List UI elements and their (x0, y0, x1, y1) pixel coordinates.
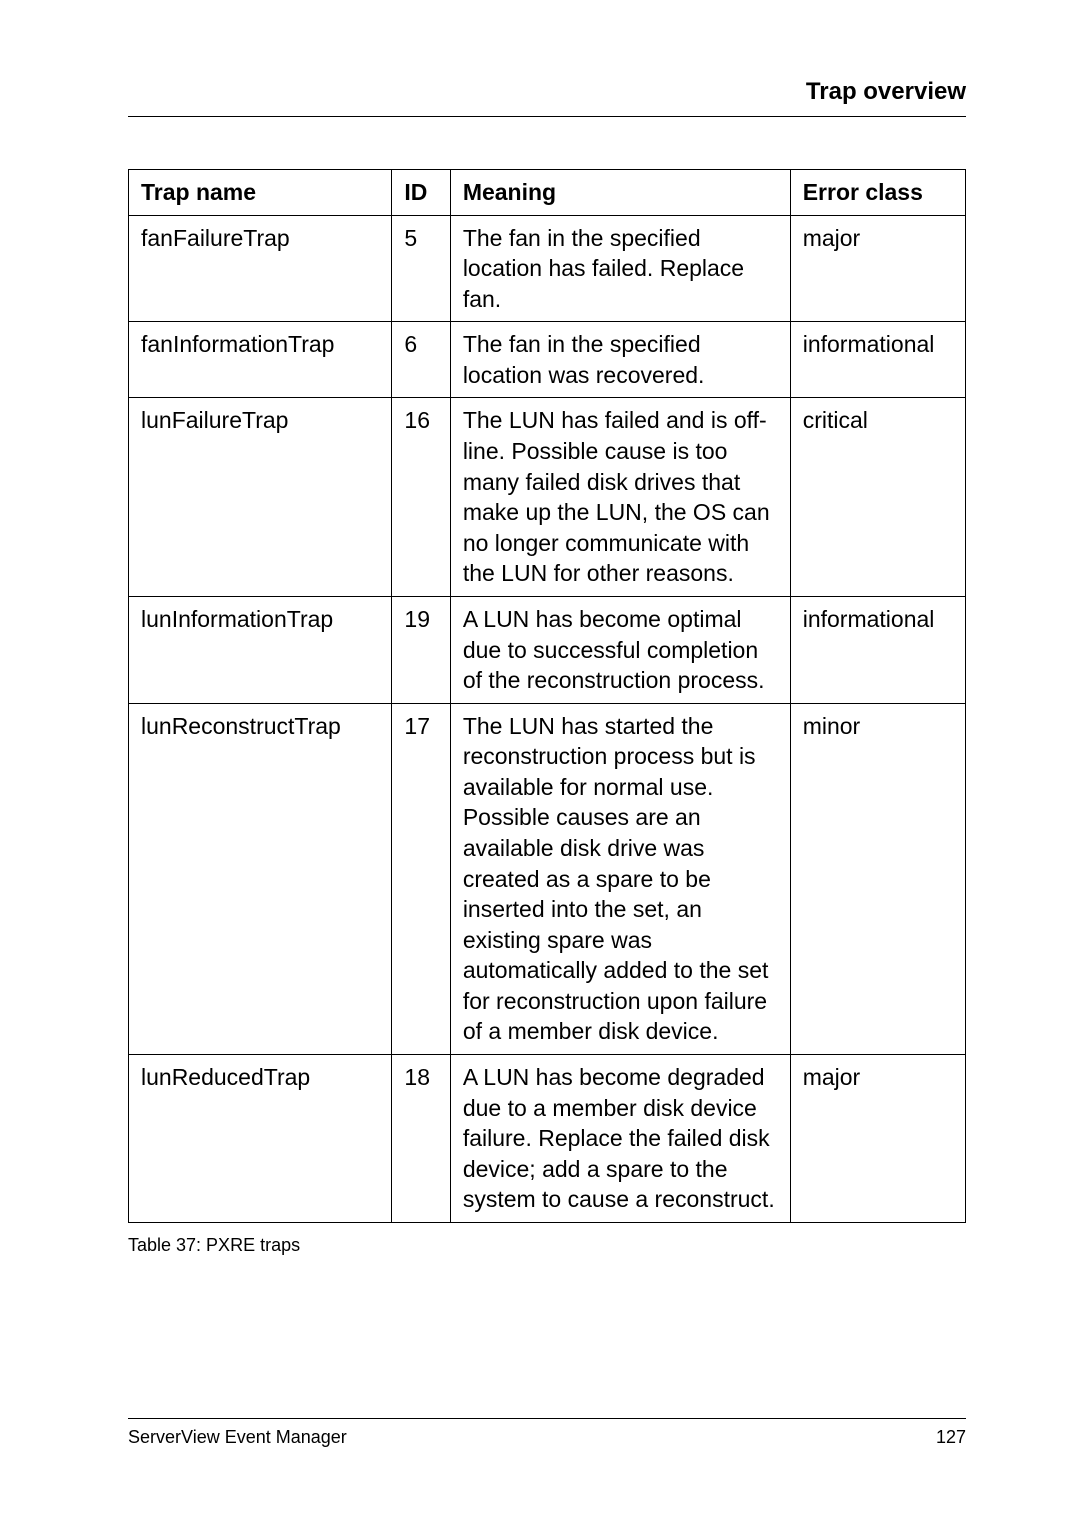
table-row: lunFailureTrap 16 The LUN has failed and… (129, 398, 966, 596)
cell-id: 6 (392, 322, 450, 398)
cell-trap-name: fanInformationTrap (129, 322, 392, 398)
cell-trap-name: fanFailureTrap (129, 215, 392, 322)
cell-meaning: The fan in the specified location has fa… (450, 215, 790, 322)
section-title: Trap overview (128, 78, 966, 117)
cell-meaning: A LUN has become optimal due to successf… (450, 596, 790, 703)
cell-error-class: major (790, 215, 965, 322)
cell-error-class: informational (790, 322, 965, 398)
cell-id: 19 (392, 596, 450, 703)
table-row: lunInformationTrap 19 A LUN has become o… (129, 596, 966, 703)
table-row: lunReconstructTrap 17 The LUN has starte… (129, 703, 966, 1054)
footer-left: ServerView Event Manager (128, 1427, 347, 1448)
cell-meaning: The LUN has started the reconstruction p… (450, 703, 790, 1054)
cell-id: 5 (392, 215, 450, 322)
footer-right: 127 (936, 1427, 966, 1448)
cell-trap-name: lunReconstructTrap (129, 703, 392, 1054)
cell-id: 16 (392, 398, 450, 596)
cell-error-class: informational (790, 596, 965, 703)
cell-error-class: minor (790, 703, 965, 1054)
cell-trap-name: lunReducedTrap (129, 1055, 392, 1223)
cell-trap-name: lunInformationTrap (129, 596, 392, 703)
table-header-row: Trap name ID Meaning Error class (129, 170, 966, 216)
table-row: fanFailureTrap 5 The fan in the specifie… (129, 215, 966, 322)
col-header-trap-name: Trap name (129, 170, 392, 216)
col-header-meaning: Meaning (450, 170, 790, 216)
cell-meaning: The fan in the specified location was re… (450, 322, 790, 398)
page: Trap overview Trap name ID Meaning Error… (0, 0, 1080, 1526)
cell-trap-name: lunFailureTrap (129, 398, 392, 596)
trap-table: Trap name ID Meaning Error class fanFail… (128, 169, 966, 1223)
cell-meaning: The LUN has failed and is off-line. Poss… (450, 398, 790, 596)
cell-error-class: major (790, 1055, 965, 1223)
table-row: fanInformationTrap 6 The fan in the spec… (129, 322, 966, 398)
cell-meaning: A LUN has become degraded due to a membe… (450, 1055, 790, 1223)
col-header-id: ID (392, 170, 450, 216)
table-body: fanFailureTrap 5 The fan in the specifie… (129, 215, 966, 1222)
cell-id: 17 (392, 703, 450, 1054)
page-footer: ServerView Event Manager 127 (128, 1418, 966, 1448)
cell-id: 18 (392, 1055, 450, 1223)
col-header-error-class: Error class (790, 170, 965, 216)
table-caption: Table 37: PXRE traps (128, 1235, 966, 1256)
table-row: lunReducedTrap 18 A LUN has become degra… (129, 1055, 966, 1223)
cell-error-class: critical (790, 398, 965, 596)
